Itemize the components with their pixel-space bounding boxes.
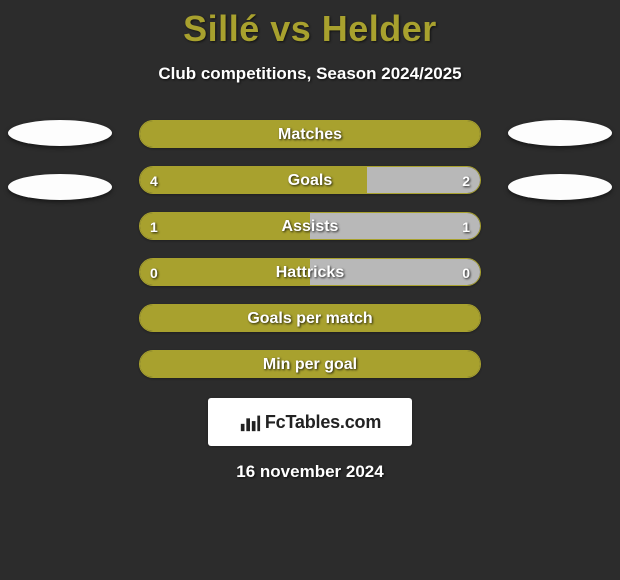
stat-bar: Matches [139, 120, 481, 148]
stat-bar-left-fill [140, 259, 310, 285]
brand-text: FcTables.com [265, 412, 381, 433]
player-avatar [508, 120, 612, 146]
stat-bar-left-fill [140, 351, 480, 377]
player-avatar [508, 174, 612, 200]
stat-bar-left-fill [140, 167, 367, 193]
brand-badge: FcTables.com [208, 398, 412, 446]
stat-bar-right-fill [367, 167, 480, 193]
date-text: 16 november 2024 [236, 462, 383, 482]
chart-area: Matches Goals42 Assists11 Hattricks00 Goals … [0, 120, 620, 378]
stat-bar: Goals per match [139, 304, 481, 332]
stat-bar-left-fill [140, 213, 310, 239]
stat-bar: Goals42 [139, 166, 481, 194]
comparison-infographic: Sillé vs Helder Club competitions, Seaso… [0, 0, 620, 580]
avatar-column-left [8, 120, 112, 200]
stat-bar-left-fill [140, 305, 480, 331]
page-subtitle: Club competitions, Season 2024/2025 [158, 64, 461, 84]
player-avatar [8, 174, 112, 200]
stat-bar: Min per goal [139, 350, 481, 378]
chart-bars-icon [239, 411, 261, 433]
stat-bar-right-fill [310, 259, 480, 285]
page-title: Sillé vs Helder [183, 8, 437, 50]
player-avatar [8, 120, 112, 146]
avatar-column-right [508, 120, 612, 200]
stat-bar-right-fill [310, 213, 480, 239]
stat-bar-left-fill [140, 121, 480, 147]
bars-container: Matches Goals42 Assists11 Hattricks00 Goals … [139, 120, 481, 378]
stat-bar: Assists11 [139, 212, 481, 240]
stat-bar: Hattricks00 [139, 258, 481, 286]
